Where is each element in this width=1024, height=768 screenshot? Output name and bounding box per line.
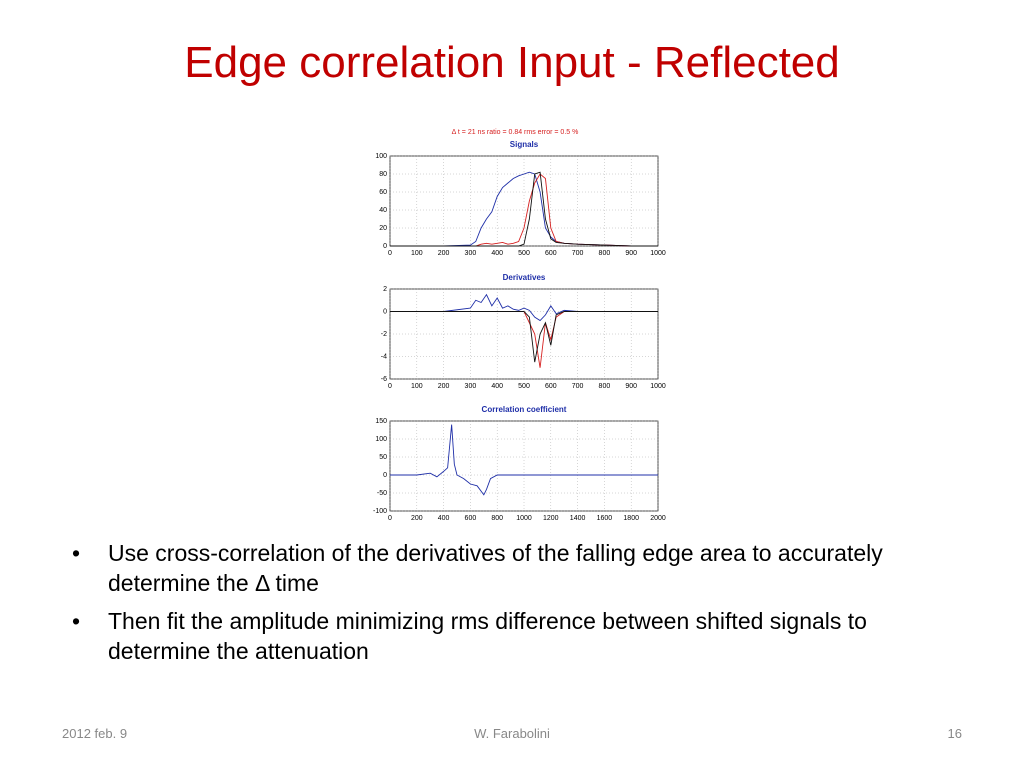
x-tick-label: 800 [599,250,611,257]
chart-title: Signals [510,140,539,149]
footer-page: 16 [947,726,962,741]
x-tick-label: 1400 [570,515,586,522]
footer-date: 2012 feb. 9 [62,726,128,741]
y-tick-label: 100 [375,436,387,443]
x-tick-label: 500 [518,383,530,390]
bullet: Then fit the amplitude minimizing rms di… [70,606,950,666]
x-tick-label: 1000 [650,250,666,257]
x-tick-label: 300 [465,383,477,390]
x-tick-label: 100 [411,383,423,390]
y-tick-label: -6 [381,376,387,383]
y-tick-label: 50 [379,454,387,461]
data-line [390,293,658,322]
chart-title: Correlation coefficient [482,405,567,414]
y-tick-label: 60 [379,189,387,196]
y-tick-label: 0 [383,308,387,315]
x-tick-label: 600 [545,383,557,390]
x-tick-label: 1600 [597,515,613,522]
x-tick-label: 1800 [623,515,639,522]
y-tick-label: 100 [375,153,387,160]
x-tick-label: 2000 [650,515,666,522]
x-tick-label: 0 [388,515,392,522]
chart-title: Derivatives [503,273,546,282]
y-tick-label: -50 [377,490,387,497]
x-tick-label: 600 [545,250,557,257]
x-tick-label: 700 [572,250,584,257]
x-tick-label: 1200 [543,515,559,522]
y-tick-label: 0 [383,472,387,479]
bullet: Use cross-correlation of the derivatives… [70,538,950,598]
y-tick-label: 150 [375,418,387,425]
x-tick-label: 700 [572,383,584,390]
bullet-list: Use cross-correlation of the derivatives… [70,538,950,674]
data-line [390,311,658,363]
footer-author: W. Farabolini [474,726,550,741]
annotation: Δ t = 21 ns ratio = 0.84 rms error = 0.5… [452,129,579,136]
x-tick-label: 500 [518,250,530,257]
x-tick-label: 100 [411,250,423,257]
x-tick-label: 400 [438,515,450,522]
x-tick-label: 600 [465,515,477,522]
x-tick-label: 0 [388,250,392,257]
x-tick-label: 900 [625,383,637,390]
x-tick-label: 1000 [650,383,666,390]
x-tick-label: 0 [388,383,392,390]
y-tick-label: 0 [383,243,387,250]
y-tick-label: 80 [379,171,387,178]
slide-title: Edge correlation Input - Reflected [184,38,840,87]
x-tick-label: 1000 [516,515,532,522]
x-tick-label: 900 [625,250,637,257]
x-tick-label: 200 [438,383,450,390]
x-tick-label: 200 [438,250,450,257]
data-line [390,171,658,247]
x-tick-label: 200 [411,515,423,522]
y-tick-label: -4 [381,353,387,360]
x-tick-label: 400 [491,383,503,390]
y-tick-label: 2 [383,286,387,293]
y-tick-label: 20 [379,225,387,232]
y-tick-label: -100 [373,508,387,515]
y-tick-label: 40 [379,207,387,214]
data-line [390,424,658,496]
x-tick-label: 300 [465,250,477,257]
y-tick-label: -2 [381,331,387,338]
x-tick-label: 400 [491,250,503,257]
x-tick-label: 800 [599,383,611,390]
x-tick-label: 800 [491,515,503,522]
figure: Δ t = 21 ns ratio = 0.84 rms error = 0.5… [373,129,666,522]
